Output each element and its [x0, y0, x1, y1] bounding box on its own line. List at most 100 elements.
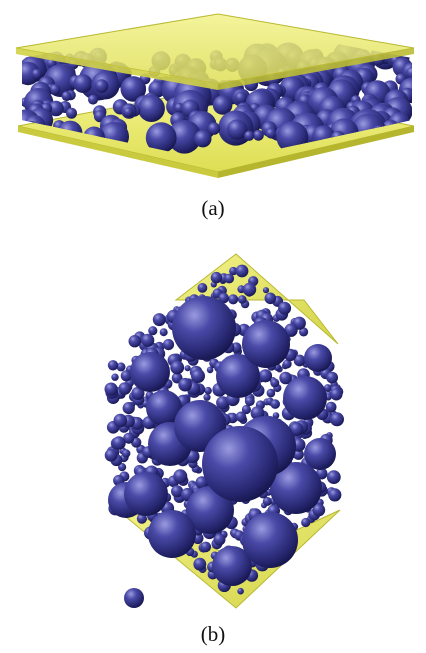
sphere: [194, 130, 212, 148]
sphere: [172, 296, 236, 360]
sphere: [204, 386, 212, 395]
sphere: [118, 463, 127, 472]
panel-a-figure: [0, 0, 426, 190]
sphere: [141, 333, 155, 347]
sphere: [266, 388, 276, 398]
sphere: [272, 412, 280, 419]
sphere: [264, 292, 277, 305]
sphere: [312, 503, 326, 517]
sphere: [136, 513, 147, 524]
sphere: [262, 287, 270, 294]
sphere: [242, 282, 257, 297]
sphere: [212, 95, 233, 115]
sphere: [224, 273, 235, 284]
sphere: [283, 376, 327, 420]
sphere: [270, 378, 280, 388]
sphere: [278, 301, 292, 315]
sphere: [244, 130, 255, 141]
sphere: [242, 512, 298, 568]
sphere: [234, 91, 248, 105]
sphere: [202, 426, 278, 502]
sphere: [123, 107, 134, 118]
sphere: [325, 401, 337, 413]
sphere: [186, 486, 234, 534]
sphere: [131, 386, 145, 400]
sphere: [22, 61, 40, 86]
sphere: [330, 412, 344, 427]
sphere: [284, 323, 298, 337]
sphere: [124, 472, 168, 516]
sphere: [237, 295, 247, 304]
sphere: [304, 344, 332, 372]
sphere: [301, 517, 311, 528]
sphere: [253, 129, 264, 141]
sphere: [122, 402, 135, 415]
sphere: [124, 588, 144, 608]
sphere: [229, 266, 238, 276]
sphere: [178, 377, 192, 392]
sphere: [212, 546, 252, 586]
sphere: [171, 485, 184, 498]
sphere: [128, 335, 141, 348]
sphere: [289, 422, 304, 436]
sphere: [193, 557, 207, 571]
sphere: [122, 449, 131, 458]
sphere: [111, 373, 119, 381]
sphere: [279, 371, 292, 385]
sphere: [123, 432, 135, 444]
sphere: [48, 100, 64, 117]
sphere: [228, 294, 239, 305]
sphere: [66, 107, 77, 119]
sphere: [270, 399, 281, 409]
sphere: [104, 448, 118, 462]
sphere: [235, 411, 247, 423]
sphere: [258, 369, 273, 383]
sphere: [145, 122, 177, 154]
sphere: [282, 359, 292, 369]
sphere: [120, 76, 147, 102]
sphere: [226, 119, 248, 140]
sphere: [137, 95, 165, 122]
sphere: [200, 541, 212, 553]
sphere: [262, 496, 272, 506]
sphere: [73, 74, 93, 93]
sphere: [159, 328, 168, 337]
sphere: [170, 360, 185, 375]
sphere: [326, 470, 341, 484]
sphere: [265, 128, 277, 139]
sphere: [167, 120, 202, 154]
sphere: [206, 366, 214, 374]
sphere: [195, 476, 209, 489]
sphere: [216, 396, 230, 410]
sphere: [104, 382, 118, 396]
sphere: [152, 313, 166, 327]
panel-b-figure: [0, 248, 426, 620]
sphere: [116, 362, 126, 372]
panel-a-illustration: [15, 13, 415, 178]
sphere: [213, 533, 226, 546]
sphere: [94, 79, 109, 93]
sphere: [242, 320, 290, 368]
sphere: [323, 384, 332, 392]
sphere: [184, 365, 191, 372]
panel-b-illustration: [104, 253, 344, 609]
sphere: [406, 66, 412, 80]
sphere: [107, 360, 119, 371]
sphere: [237, 587, 244, 595]
sphere: [61, 91, 72, 102]
sphere: [173, 469, 188, 484]
sphere: [112, 436, 126, 450]
sphere: [330, 388, 343, 401]
panel-a-label: (a): [201, 196, 225, 220]
sphere: [235, 264, 249, 278]
sphere: [241, 404, 251, 415]
sphere: [244, 396, 255, 407]
sphere: [293, 449, 304, 460]
sphere: [120, 370, 132, 382]
sphere: [216, 354, 260, 398]
sphere: [270, 462, 322, 514]
sphere: [293, 354, 306, 367]
sphere: [148, 510, 196, 558]
sphere: [197, 283, 208, 293]
sphere: [210, 271, 223, 284]
